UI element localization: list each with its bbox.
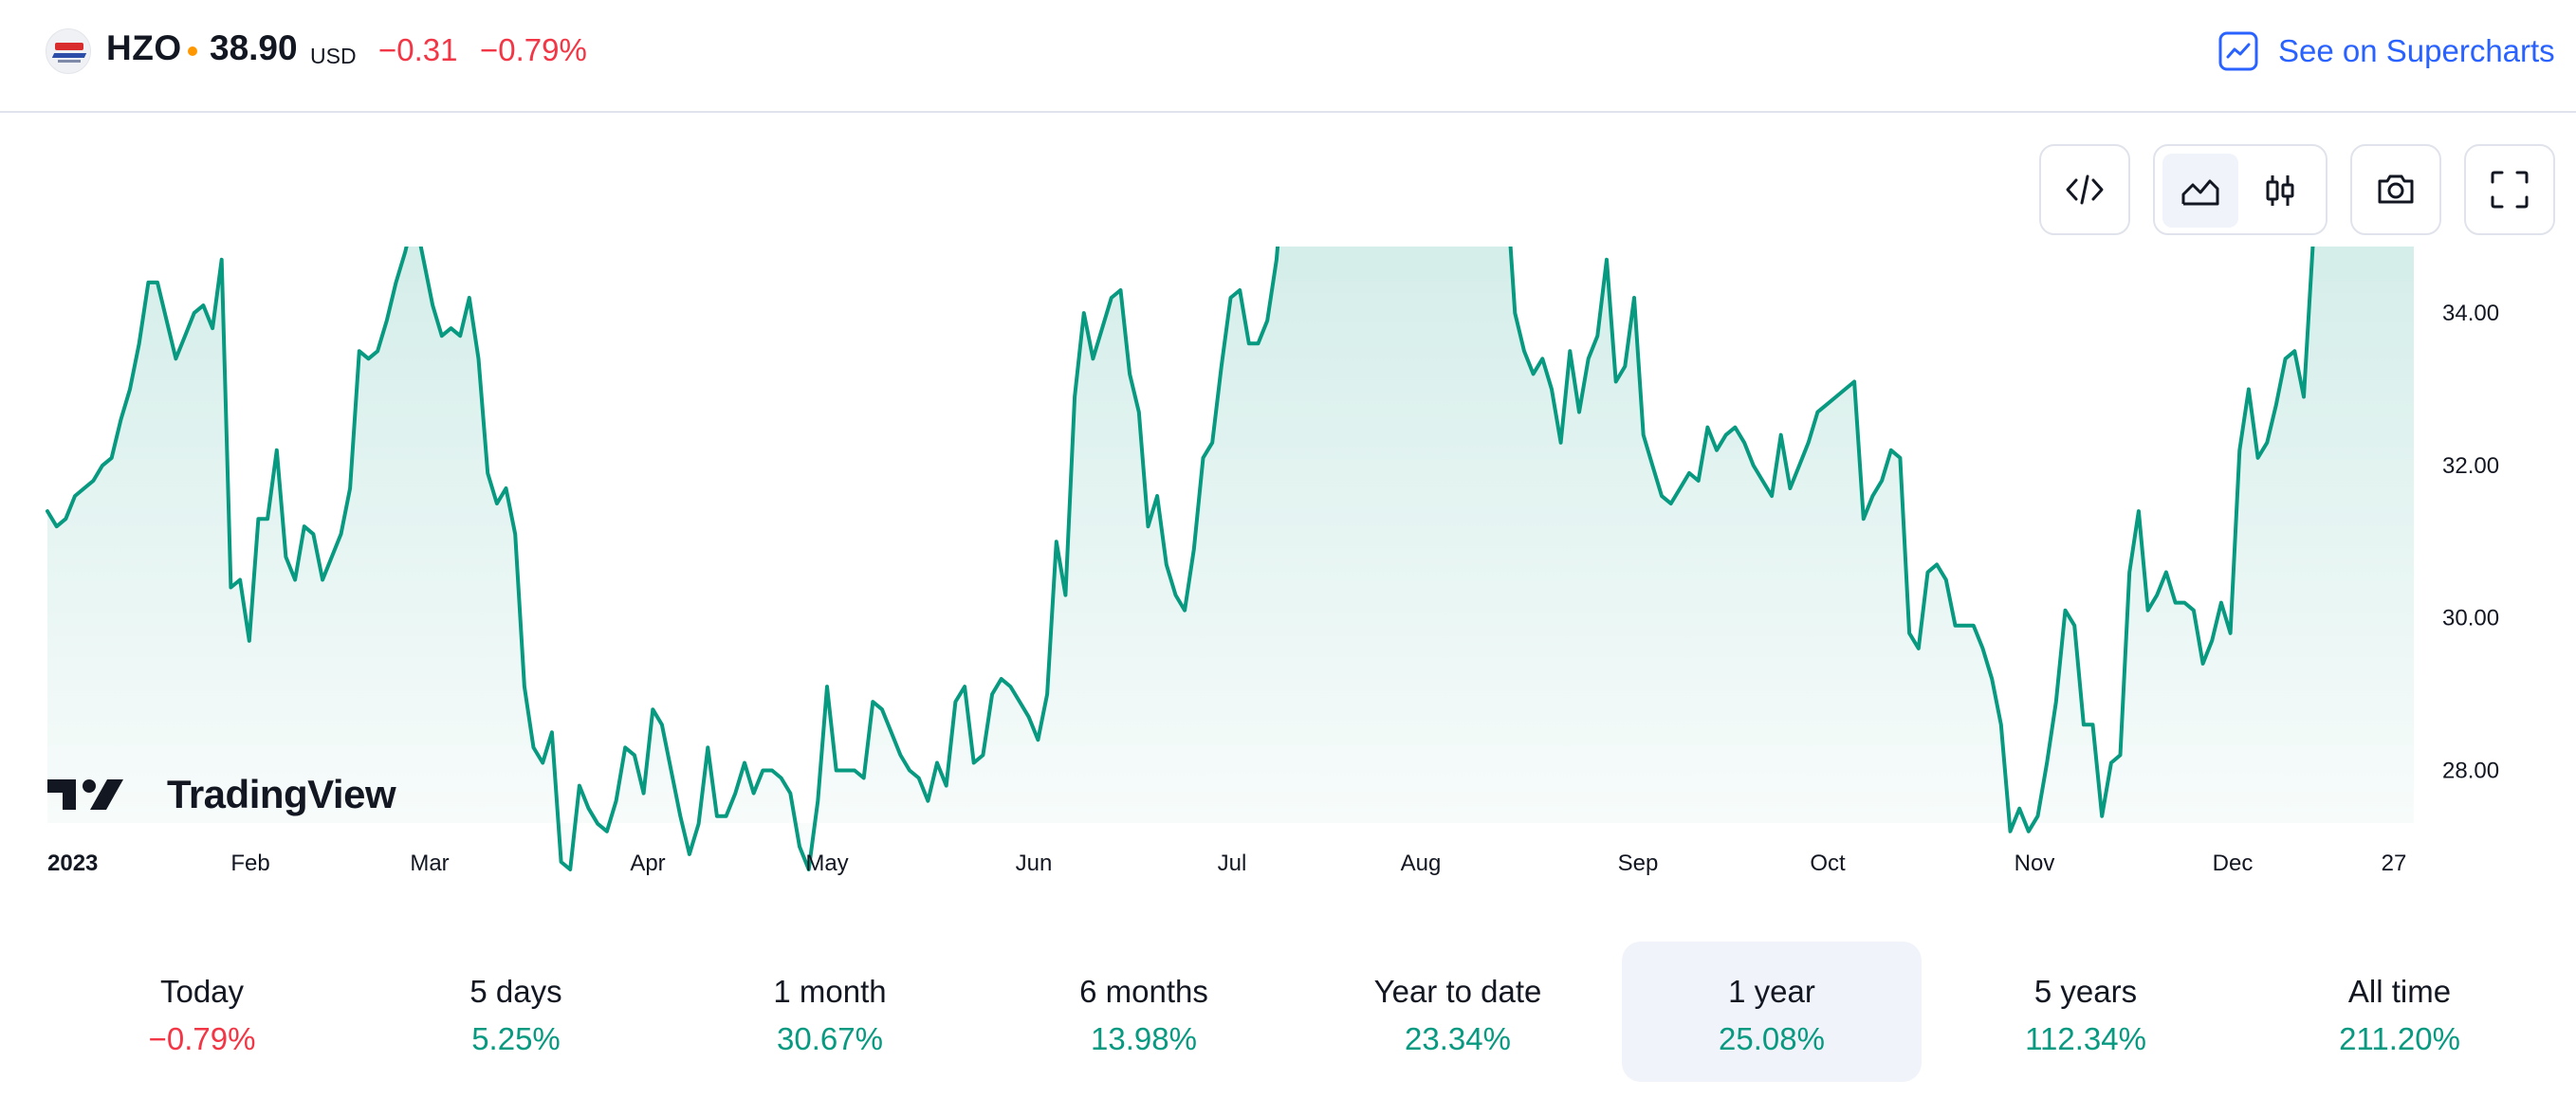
tradingview-wordmark: TradingView [167,772,396,816]
snapshot-button[interactable] [2350,144,2441,235]
period-label: 6 months [1079,974,1208,1009]
period-change-value: 5.25% [471,1021,561,1056]
period-label: Today [159,974,245,1009]
x-tick-label: Dec [2213,851,2254,876]
embed-code-button[interactable] [2039,144,2130,235]
see-on-supercharts-link[interactable]: See on Supercharts [2217,28,2555,74]
period-all-time[interactable]: All time 211.20% [2250,942,2549,1082]
tradingview-watermark: TradingView [47,772,396,817]
x-tick-label: Jun [1016,851,1053,876]
chart-style-toggle [2153,144,2328,235]
currency-label: USD [310,44,357,68]
period-label: 5 years [2033,974,2138,1009]
x-tick-label: May [805,851,848,876]
candlestick-icon [2266,175,2294,206]
period-today[interactable]: Today −0.79% [52,942,352,1082]
candlestick-chart-button[interactable] [2242,154,2318,228]
period-change-value: 211.20% [2339,1021,2460,1056]
x-tick-label: 27 [2382,851,2407,876]
period-change-value: −0.79% [148,1021,256,1056]
period-year-to-date[interactable]: Year to date 23.34% [1308,942,1608,1082]
period-1-month[interactable]: 1 month 30.67% [680,942,980,1082]
y-tick-label: 28.00 [2442,759,2499,784]
x-tick-label: Aug [1401,851,1442,876]
x-tick-label: Feb [230,851,269,876]
price-change-percent: −0.79% [480,32,587,67]
fullscreen-button[interactable] [2464,144,2555,235]
period-5-years[interactable]: 5 years 112.34% [1936,942,2236,1082]
period-label: 1 month [773,974,887,1009]
price-line-series [46,247,2315,871]
price-area-fill [47,247,2414,869]
period-1-year[interactable]: 1 year 25.08% [1622,942,1922,1082]
last-price: 38.90 [210,28,298,67]
period-change-value: 25.08% [1719,1021,1825,1056]
symbol-header: HZO 38.90 USD −0.31 −0.79% See on Superc… [0,0,2576,113]
performance-periods: Today −0.79% 5 days 5.25% 1 month 30.67% 6 mon… [0,939,2576,1083]
camera-icon [2378,174,2414,204]
y-tick-label: 32.00 [2442,453,2499,479]
period-label: 1 year [1728,974,1815,1009]
tradingview-logo-icon [47,779,123,810]
area-chart-button[interactable] [2162,154,2238,228]
x-tick-label: Jul [1218,851,1247,876]
supercharts-chart-icon [2218,31,2258,71]
period-change-value: 23.34% [1405,1021,1511,1056]
x-tick-label: Sep [1618,851,1659,876]
embed-code-icon [2066,174,2104,205]
period-5-days[interactable]: 5 days 5.25% [366,942,666,1082]
period-change-value: 13.98% [1091,1021,1197,1056]
period-label: 5 days [469,974,562,1009]
period-label: All time [2347,974,2452,1009]
fullscreen-icon [2491,171,2529,209]
x-tick-label: Mar [410,851,449,876]
period-label: Year to date [1373,974,1542,1009]
period-6-months[interactable]: 6 months 13.98% [994,942,1294,1082]
market-status-dot [188,46,197,56]
supercharts-link-label: See on Supercharts [2278,33,2555,68]
area-chart-icon [2181,179,2219,206]
x-tick-label: Oct [1810,851,1846,876]
x-tick-year-label: 2023 [47,851,98,876]
period-change-value: 112.34% [2025,1021,2146,1056]
price-change-absolute: −0.31 [378,32,458,67]
ticker-symbol[interactable]: HZO [106,28,182,67]
period-change-value: 30.67% [777,1021,883,1056]
marinemax-logo-icon [46,28,91,74]
y-tick-label: 34.00 [2442,301,2499,326]
y-tick-label: 30.00 [2442,606,2499,631]
x-tick-label: Apr [630,851,665,876]
x-tick-label: Nov [2015,851,2055,876]
